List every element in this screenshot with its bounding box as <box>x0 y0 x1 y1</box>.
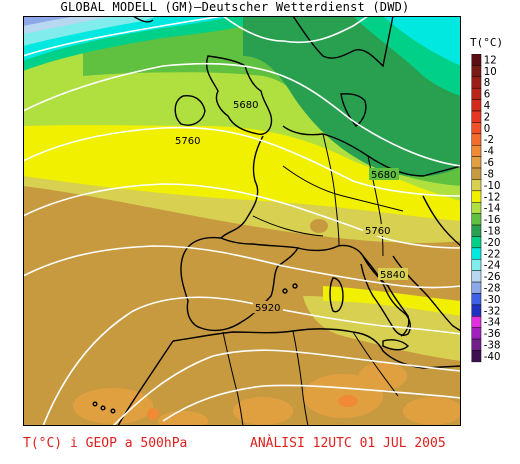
legend-label: -22 <box>484 249 501 260</box>
contour-label-5920: 5920 <box>255 303 280 314</box>
legend-label: -18 <box>484 226 501 237</box>
legend-label: -32 <box>484 306 501 317</box>
legend-label: -24 <box>484 261 501 272</box>
legend-swatch <box>471 133 482 146</box>
legend-label: 8 <box>484 78 490 89</box>
contour-label-5680-east: 5680 <box>371 170 396 181</box>
legend-swatch <box>471 304 482 317</box>
legend-label: -28 <box>484 283 501 294</box>
legend-label: 4 <box>484 101 490 112</box>
legend-swatch <box>471 270 482 283</box>
legend-label: -8 <box>484 169 494 180</box>
legend-swatch <box>471 338 482 351</box>
legend-swatch <box>471 54 482 66</box>
weather-map: 5680 5760 5680 5760 5840 5920 <box>23 16 461 426</box>
legend-label: 12 <box>484 55 497 66</box>
legend-label: -4 <box>484 147 494 158</box>
legend-swatch <box>471 213 482 226</box>
legend-label: 6 <box>484 90 490 101</box>
geopotential-contours <box>23 16 461 426</box>
temperature-field <box>23 16 461 426</box>
legend-swatch <box>471 259 482 271</box>
legend-swatch <box>471 224 482 237</box>
contour-label-5760-west: 5760 <box>175 136 200 147</box>
legend-label: -34 <box>484 318 501 329</box>
legend-swatch <box>471 99 482 112</box>
legend-label: -10 <box>484 181 501 192</box>
color-legend: 121086420-2-4-6-8-10-12-14-16-18-20-22-2… <box>471 54 501 363</box>
contour-label-5760-east: 5760 <box>365 226 390 237</box>
legend-title: T(°C) <box>470 36 504 49</box>
legend-label: 10 <box>484 67 497 78</box>
legend-swatch <box>471 190 482 203</box>
legend-label: -38 <box>484 340 501 351</box>
legend-label: -6 <box>484 158 494 169</box>
legend-swatch <box>471 247 482 260</box>
legend-swatch <box>471 65 482 78</box>
map-title: GLOBAL MODELL (GM)—Deutscher Wetterdiens… <box>60 0 410 14</box>
legend-swatch <box>471 202 482 214</box>
legend-label: -20 <box>484 238 501 249</box>
legend-label: -16 <box>484 215 501 226</box>
contour-label-5840: 5840 <box>380 270 405 281</box>
legend-label: -12 <box>484 192 501 203</box>
legend-label: 0 <box>484 124 490 135</box>
legend-swatch <box>471 350 482 363</box>
legend-swatch <box>471 236 482 249</box>
legend-label: -36 <box>484 329 501 340</box>
legend-swatch <box>471 110 482 123</box>
legend-swatch <box>471 76 482 89</box>
legend-swatch <box>471 316 482 328</box>
legend-label: -14 <box>484 204 501 215</box>
legend-swatch <box>471 327 482 340</box>
legend-label: -26 <box>484 272 501 283</box>
legend-swatch <box>471 281 482 294</box>
map-frame <box>23 16 461 426</box>
legend-swatch <box>471 156 482 169</box>
footer-parameter: T(°C) i GEOP a 500hPa <box>23 436 188 451</box>
legend-label: 2 <box>484 112 490 123</box>
legend-swatch <box>471 179 482 192</box>
contour-labels: 5680 5760 5680 5760 5840 5920 <box>173 98 408 314</box>
legend-swatch <box>471 293 482 306</box>
legend-label: -40 <box>484 352 501 363</box>
legend-label: -2 <box>484 135 494 146</box>
legend-swatch <box>471 167 482 180</box>
legend-label: -30 <box>484 295 501 306</box>
legend-swatch <box>471 87 482 100</box>
footer-analysis-date: ANÀLISI 12UTC 01 JUL 2005 <box>250 436 446 451</box>
contour-label-5680-west: 5680 <box>233 100 258 111</box>
legend-swatch <box>471 122 482 135</box>
legend-swatch <box>471 144 482 157</box>
